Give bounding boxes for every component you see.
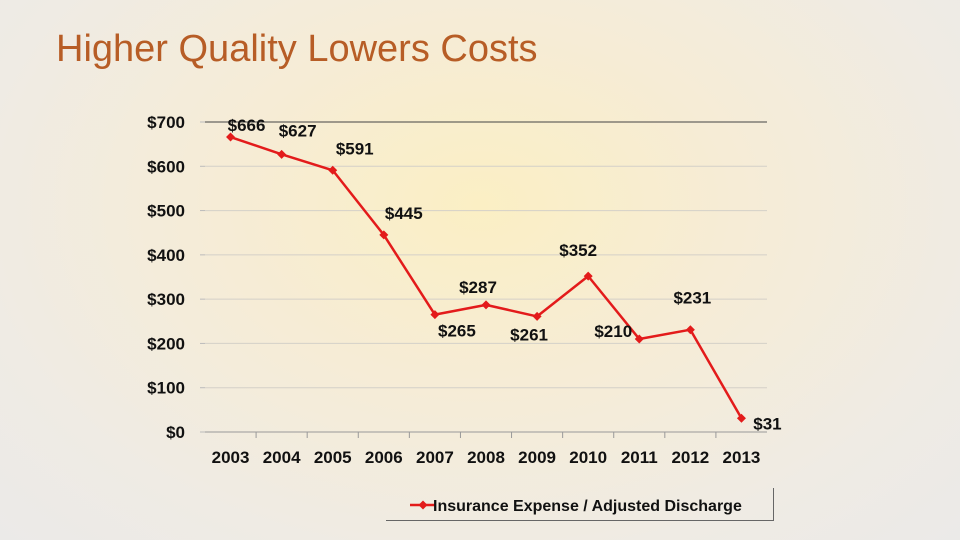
data-labels: $666 $627 $591 $445 $265 $287 $261 $352 $210 $231…	[228, 116, 782, 433]
legend-marker-swatch	[418, 500, 428, 510]
x-tick-label: 2012	[671, 448, 709, 467]
y-tick-label: $400	[147, 246, 185, 265]
data-point-2010	[583, 271, 593, 281]
y-tick-label: $100	[147, 379, 185, 398]
grid-lines	[205, 121, 767, 389]
series-group	[226, 132, 746, 423]
legend: Insurance Expense / Adjusted Discharge	[386, 488, 774, 521]
data-point-2009	[532, 311, 542, 321]
y-tick-label: $500	[147, 202, 185, 221]
x-tick-label: 2006	[365, 448, 403, 467]
data-label-2011: $210	[594, 322, 632, 341]
data-point-2012	[685, 325, 695, 335]
data-label-2003: $666	[228, 116, 266, 135]
data-point-2005	[328, 165, 338, 175]
legend-entry-label: Insurance Expense / Adjusted Discharge	[433, 498, 742, 515]
data-label-2012: $231	[673, 289, 711, 308]
data-label-2006: $445	[385, 204, 423, 223]
data-point-2008	[481, 300, 491, 310]
y-tick-label: $0	[166, 423, 185, 442]
data-point-2006	[379, 230, 389, 240]
data-label-2009: $261	[510, 325, 548, 344]
data-point-2007	[430, 310, 440, 320]
x-tick-label: 2005	[314, 448, 352, 467]
x-tick-label: 2013	[723, 448, 761, 467]
x-tick-label: 2011	[621, 448, 658, 467]
x-tick-label: 2008	[467, 448, 505, 467]
data-label-2004: $627	[279, 121, 317, 140]
y-tick-label: $300	[147, 290, 185, 309]
y-tick-label: $200	[147, 334, 185, 353]
y-tick-label: $700	[147, 113, 185, 132]
slide-title: Higher Quality Lowers Costs	[56, 28, 538, 70]
data-point-2013	[736, 413, 746, 423]
data-point-2003	[226, 132, 236, 142]
x-tick-label: 2004	[263, 448, 301, 467]
x-tick-label: 2010	[569, 448, 607, 467]
data-label-2008: $287	[459, 278, 497, 297]
x-tick-label: 2007	[416, 448, 454, 467]
data-point-2004	[277, 149, 287, 159]
x-tick-label: 2003	[212, 448, 250, 467]
y-axis-ticks: $0 $100 $200 $300 $400 $500 $600 $700	[147, 113, 205, 442]
x-tick-label: 2009	[518, 448, 556, 467]
x-axis-ticks: 2003 2004 2005 2006 2007 2008 2009 2010 2011 2012…	[212, 432, 761, 467]
data-label-2005: $591	[336, 139, 374, 158]
data-label-2010: $352	[559, 241, 597, 260]
data-label-2013: $31	[753, 414, 781, 433]
data-label-2007: $265	[438, 322, 476, 341]
data-point-2011	[634, 334, 644, 344]
y-tick-label: $600	[147, 157, 185, 176]
